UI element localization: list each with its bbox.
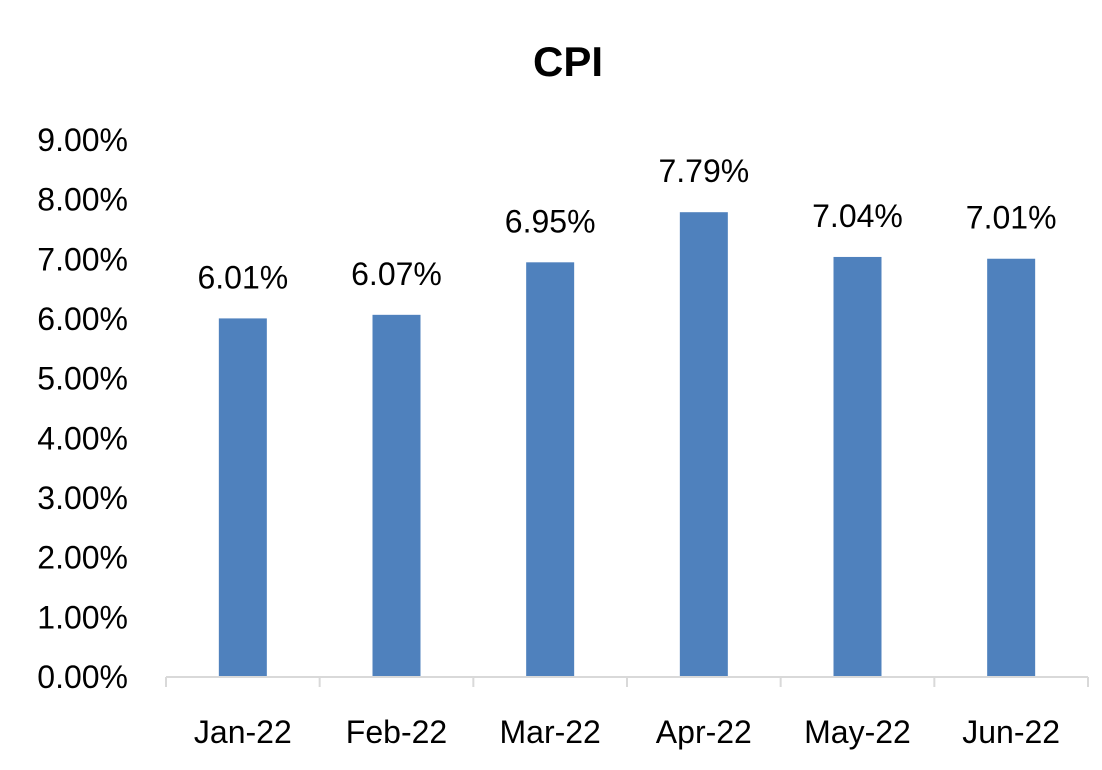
bar <box>526 262 575 677</box>
data-label: 6.95% <box>505 203 596 239</box>
bar <box>833 256 882 677</box>
x-tick-label: Mar-22 <box>499 714 600 750</box>
data-label: 6.07% <box>351 256 442 292</box>
bar <box>372 314 421 677</box>
bar <box>218 318 267 677</box>
x-tick-label: Feb-22 <box>346 714 447 750</box>
x-tick-label: May-22 <box>804 714 911 750</box>
bar <box>679 212 728 678</box>
x-axis-ticks: Jan-22 Feb-22 Mar-22 Apr-22 May-22 Jun-22 <box>194 714 1060 750</box>
chart-title: CPI <box>533 38 603 85</box>
bar <box>987 258 1036 677</box>
data-labels: 6.01% 6.07% 6.95% 7.79% 7.04% 7.01% <box>197 153 1056 295</box>
y-tick-label: 3.00% <box>37 480 128 516</box>
y-tick-label: 0.00% <box>37 659 128 695</box>
x-axis <box>165 676 1089 687</box>
y-tick-label: 7.00% <box>37 241 128 277</box>
data-label: 7.01% <box>966 200 1057 236</box>
x-tick-label: Apr-22 <box>656 714 752 750</box>
y-tick-label: 2.00% <box>37 540 128 576</box>
x-tick-label: Jun-22 <box>962 714 1060 750</box>
y-tick-label: 8.00% <box>37 182 128 218</box>
y-tick-label: 4.00% <box>37 420 128 456</box>
x-tick-label: Jan-22 <box>194 714 292 750</box>
y-tick-label: 6.00% <box>37 301 128 337</box>
bars <box>218 212 1036 678</box>
y-tick-label: 5.00% <box>37 361 128 397</box>
y-tick-label: 1.00% <box>37 599 128 635</box>
data-label: 7.04% <box>812 198 903 234</box>
data-label: 6.01% <box>197 259 288 295</box>
data-label: 7.79% <box>658 153 749 189</box>
y-tick-label: 9.00% <box>37 122 128 158</box>
y-axis-ticks: 0.00% 1.00% 2.00% 3.00% 4.00% 5.00% 6.00% 7.00%… <box>37 122 128 695</box>
